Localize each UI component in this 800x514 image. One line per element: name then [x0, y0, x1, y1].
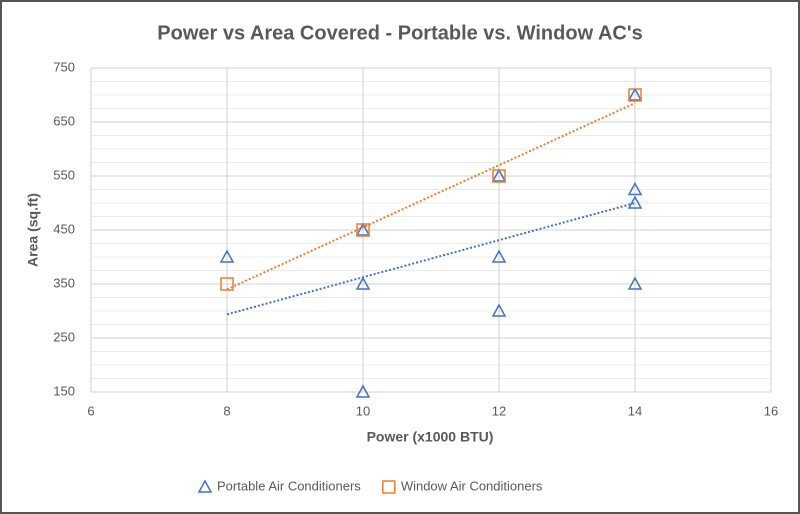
y-tick-label: 550	[53, 167, 75, 182]
point	[219, 249, 235, 263]
point	[627, 195, 643, 209]
point	[355, 276, 371, 290]
legend-label: Window Air Conditioners	[401, 478, 543, 493]
chart-title: Power vs Area Covered - Portable vs. Win…	[157, 22, 642, 44]
point	[355, 384, 371, 398]
y-tick-label: 450	[53, 221, 75, 236]
legend-label: Portable Air Conditioners	[217, 478, 361, 493]
x-tick-label: 12	[492, 403, 506, 418]
y-tick-label: 250	[53, 329, 75, 344]
trendline	[226, 202, 636, 316]
point	[220, 277, 234, 291]
point	[627, 276, 643, 290]
point	[356, 223, 370, 237]
point	[627, 181, 643, 196]
x-tick-label: 6	[87, 403, 94, 418]
legend-marker	[382, 480, 396, 494]
point	[491, 303, 507, 317]
point	[491, 168, 507, 182]
x-tick-label: 16	[764, 403, 778, 418]
y-tick-label: 350	[53, 275, 75, 290]
point	[492, 169, 506, 183]
y-tick-label: 150	[53, 383, 75, 398]
x-tick-label: 10	[356, 403, 370, 418]
trendline	[226, 102, 636, 291]
x-tick-label: 8	[223, 403, 230, 418]
y-axis-label: Area (sq.ft)	[25, 193, 41, 267]
x-axis-label: Power (x1000 BTU)	[367, 429, 494, 445]
x-tick-label: 14	[628, 403, 642, 418]
point	[491, 249, 507, 263]
y-tick-label: 750	[53, 59, 75, 74]
point	[628, 88, 642, 102]
y-tick-label: 650	[53, 113, 75, 128]
legend-marker	[197, 479, 213, 493]
point	[627, 87, 643, 101]
